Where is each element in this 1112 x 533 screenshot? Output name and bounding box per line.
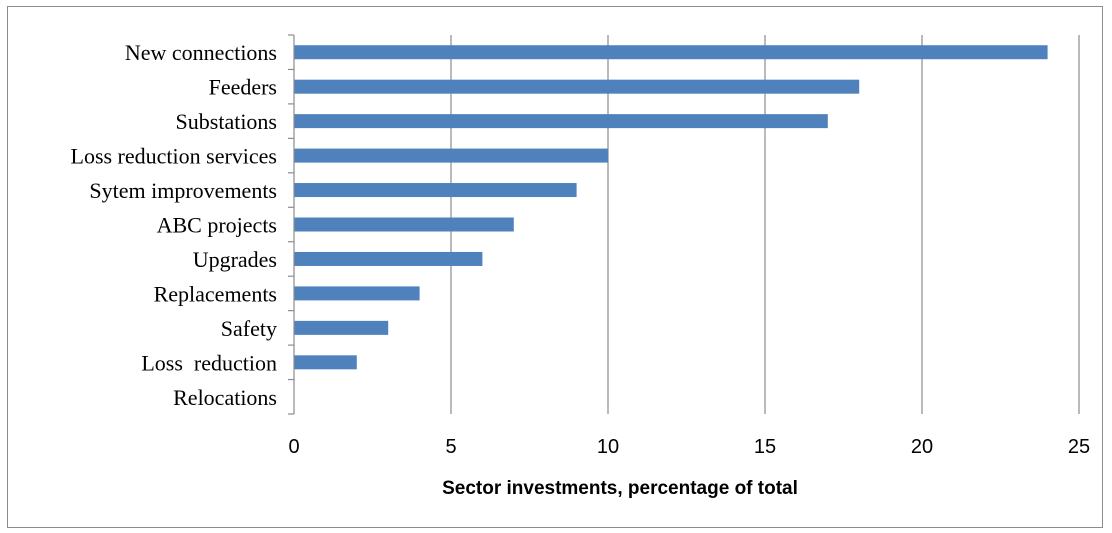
category-label: New connections — [125, 40, 277, 65]
bar-abc-projects — [294, 217, 514, 232]
bar-sytem-improvements — [294, 183, 577, 198]
x-tick-label-0: 0 — [288, 436, 299, 458]
bar-loss-reduction-services — [294, 148, 608, 163]
category-label: Sytem improvements — [89, 178, 277, 203]
bars — [294, 45, 1048, 370]
x-tick-label-20: 20 — [911, 436, 933, 458]
bar-loss-reduction — [294, 355, 357, 370]
category-label: Loss reduction — [141, 350, 277, 375]
category-label: Relocations — [173, 385, 277, 410]
category-label: Replacements — [154, 281, 277, 306]
x-tick-label-25: 25 — [1068, 436, 1090, 458]
category-label: Safety — [221, 316, 277, 341]
bar-replacements — [294, 286, 420, 301]
axes — [288, 34, 295, 415]
tick-labels: 0 5 10 15 20 25 — [288, 436, 1090, 458]
gridlines — [450, 35, 1080, 414]
x-tick-label-5: 5 — [445, 436, 456, 458]
bar-safety — [294, 320, 389, 335]
bar-feeders — [294, 79, 860, 94]
category-labels: New connections Feeders Substations Loss re… — [71, 40, 278, 410]
x-axis-title: Sector investments, percentage of total — [442, 478, 798, 499]
category-label: Loss reduction services — [71, 144, 278, 169]
x-tick-label-10: 10 — [597, 436, 619, 458]
category-label: Substations — [176, 109, 277, 134]
category-label: Feeders — [209, 75, 277, 100]
chart-frame: New connections Feeders Substations Loss re… — [7, 6, 1103, 528]
bar-substations — [294, 114, 828, 129]
category-label: Upgrades — [193, 247, 277, 272]
bar-new-connections — [294, 45, 1048, 60]
x-tick-label-15: 15 — [754, 436, 776, 458]
bar-chart: New connections Feeders Substations Loss re… — [71, 34, 1090, 499]
category-label: ABC projects — [157, 213, 277, 238]
bar-upgrades — [294, 251, 483, 266]
